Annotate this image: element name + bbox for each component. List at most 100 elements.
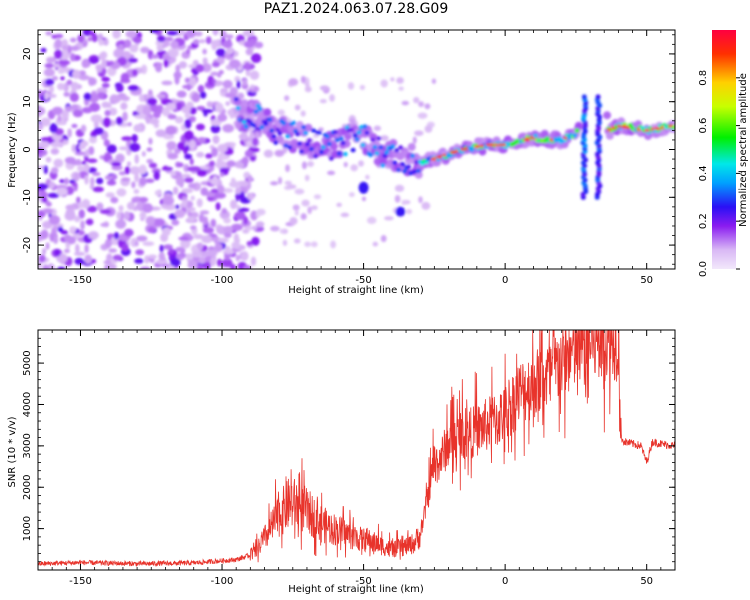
noise-blob	[211, 39, 218, 50]
noise-blob	[103, 139, 111, 147]
noise-blob	[67, 128, 72, 138]
signal-blob	[291, 120, 297, 126]
snr-series-line	[38, 330, 675, 568]
signal-blob	[368, 152, 374, 158]
noise-blob	[202, 57, 208, 65]
haze-blob	[235, 188, 242, 195]
signal-blob	[241, 119, 247, 125]
noise-blob	[175, 246, 185, 253]
signal-blob	[275, 127, 281, 133]
haze-blob	[418, 196, 423, 204]
noise-blob	[250, 53, 262, 64]
noise-blob	[121, 177, 131, 182]
noise-blob	[210, 118, 222, 127]
noise-blob	[221, 258, 233, 268]
noise-blob	[242, 78, 248, 87]
noise-blob	[163, 244, 173, 250]
noise-blob	[78, 209, 85, 219]
haze-blob	[294, 104, 301, 111]
noise-blob	[65, 106, 72, 112]
signal-blob	[370, 137, 376, 143]
noise-blob	[157, 104, 164, 114]
noise-blob	[129, 166, 141, 175]
noise-blob	[72, 109, 83, 118]
noise-blob	[193, 234, 204, 240]
noise-blob	[133, 188, 140, 195]
noise-blob	[174, 116, 184, 124]
noise-blob	[134, 114, 146, 119]
signal-blob	[328, 156, 334, 161]
snr-x-axis-label: Height of straight line (km)	[288, 584, 424, 595]
signal-halo	[414, 170, 423, 179]
noise-blob	[126, 161, 131, 167]
chart-title: PAZ1.2024.063.07.28.G09	[263, 1, 449, 17]
noise-blob	[48, 84, 55, 94]
signal-blob	[253, 109, 259, 114]
signal-blob	[382, 153, 388, 158]
noise-blob	[38, 254, 46, 263]
noise-blob	[124, 39, 132, 49]
noise-blob	[202, 227, 215, 234]
noise-blob	[210, 256, 216, 267]
colorbar-axis: 0.0 0.2 0.4 0.6 0.8	[698, 70, 740, 277]
noise-blob	[184, 118, 192, 129]
noise-blob	[115, 153, 125, 164]
snr-y-tick-label: 3000	[22, 433, 33, 458]
noise-blob	[126, 201, 136, 211]
noise-blob	[80, 140, 89, 147]
signal-blob	[392, 160, 398, 165]
signal-blob	[299, 149, 305, 154]
noise-blob	[93, 127, 104, 135]
noise-blob	[51, 75, 59, 81]
noise-blob	[49, 122, 58, 133]
haze-blob	[421, 201, 431, 210]
noise-blob	[120, 102, 128, 111]
noise-blob	[189, 158, 194, 166]
noise-blob	[108, 248, 118, 253]
noise-blob	[224, 92, 236, 98]
noise-blob	[118, 146, 129, 151]
noise-blob	[231, 241, 240, 249]
haze-blob	[285, 164, 290, 173]
noise-blob	[254, 41, 264, 49]
noise-blob	[166, 30, 179, 36]
colorbar	[712, 30, 736, 269]
noise-blob	[214, 242, 223, 253]
haze-blob	[319, 98, 327, 104]
signal-blob	[362, 124, 368, 129]
noise-blob	[217, 143, 228, 153]
noise-blob	[139, 211, 147, 220]
noise-blob	[136, 235, 148, 242]
noise-blob	[56, 82, 65, 91]
noise-blob	[178, 61, 188, 69]
noise-blob	[73, 172, 80, 182]
noise-blob	[112, 30, 121, 39]
noise-blob	[46, 57, 56, 63]
noise-blob	[53, 158, 64, 168]
haze-blob	[286, 184, 297, 190]
noise-blob	[43, 165, 48, 175]
noise-blob	[102, 117, 112, 128]
noise-blob	[109, 60, 114, 66]
noise-blob	[223, 225, 234, 234]
snr-chart: -150 -100 -50 0 50 1000 2000 3000 4000 5000 Heigh…	[7, 329, 676, 595]
noise-blob	[73, 251, 86, 256]
signal-blob	[285, 134, 291, 139]
noise-blob	[89, 31, 96, 37]
noise-blob	[45, 156, 52, 163]
noise-blob	[101, 67, 107, 75]
noise-blob	[138, 176, 147, 186]
signal-halo	[605, 131, 614, 140]
noise-blob	[185, 30, 196, 39]
haze-blob	[238, 133, 249, 141]
noise-blob	[210, 124, 221, 134]
noise-blob	[197, 137, 207, 144]
noise-blob	[88, 146, 95, 156]
noise-blob	[154, 189, 162, 197]
noise-blob	[250, 210, 258, 221]
noise-blob	[129, 44, 139, 53]
noise-blob	[116, 188, 127, 197]
noise-blob	[170, 171, 176, 177]
haze-blob	[293, 238, 301, 244]
signal-blob	[374, 151, 380, 156]
